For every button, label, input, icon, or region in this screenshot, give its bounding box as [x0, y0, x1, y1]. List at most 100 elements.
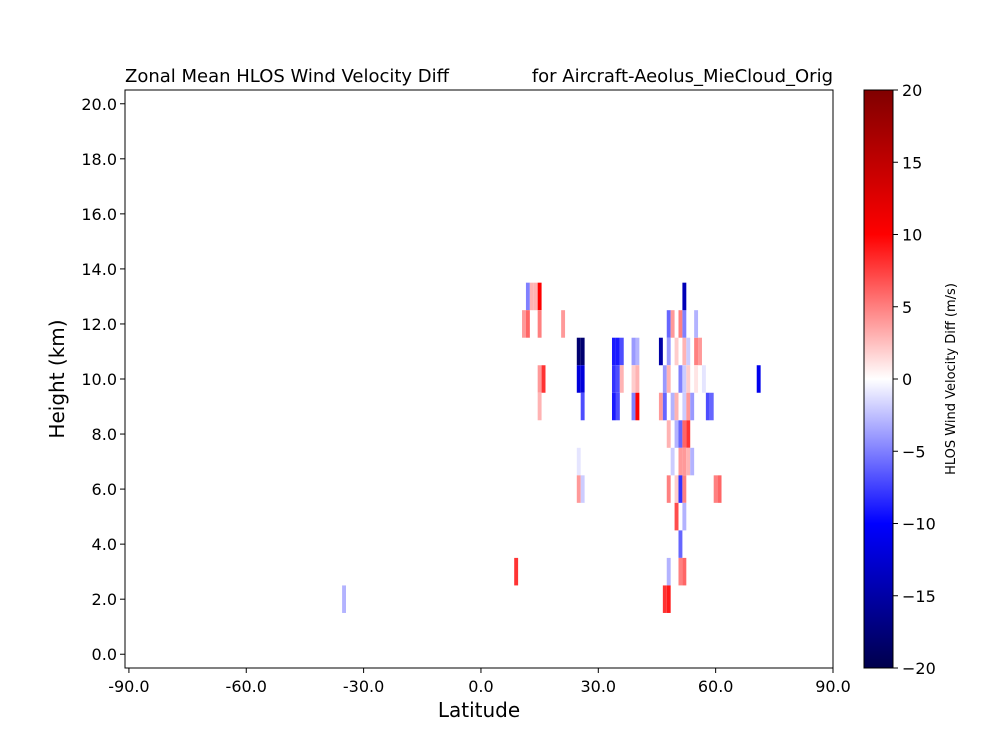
heatmap-cell [686, 365, 691, 393]
heatmap-cell [631, 392, 636, 421]
heatmap-cell [666, 337, 671, 366]
heatmap-cell [611, 392, 616, 421]
y-tick-label: 10.0 [81, 370, 117, 389]
heatmap-cell [529, 282, 534, 311]
y-tick-label: 20.0 [81, 95, 117, 114]
heatmap-cell [635, 365, 640, 393]
heatmap-cell [698, 337, 702, 366]
heatmap-cell [576, 475, 581, 503]
colorbar-tick-label: −5 [902, 442, 926, 461]
y-tick-label: 12.0 [81, 315, 117, 334]
y-axis-label: Height (km) [45, 319, 69, 438]
y-tick-label: 18.0 [81, 150, 117, 169]
heatmap-cell [694, 365, 699, 393]
x-axis-label: Latitude [438, 698, 520, 722]
heatmap-cell [686, 420, 691, 448]
heatmap-cell [682, 282, 687, 311]
heatmap-cell [615, 392, 620, 421]
heatmap-cell [690, 447, 695, 476]
x-tick-label: -30.0 [343, 677, 384, 696]
heatmap-cell [682, 557, 687, 586]
heatmap-cell [682, 502, 687, 531]
heatmap-cell [670, 447, 675, 476]
heatmap-cell [717, 475, 722, 503]
heatmap-cell [576, 337, 581, 366]
y-tick-label: 2.0 [92, 590, 117, 609]
heatmap-cell [682, 310, 687, 338]
heatmap-cell [537, 282, 542, 311]
heatmap-cell [682, 420, 687, 448]
heatmap-cell [561, 310, 566, 338]
colorbar-tick-label: 10 [902, 226, 922, 245]
heatmap-cell [674, 337, 679, 366]
heatmap-cell [662, 392, 667, 421]
heatmap-cell [756, 365, 761, 393]
heatmap-cell [611, 337, 616, 366]
heatmap-cell [682, 365, 687, 393]
heatmap-cell [682, 475, 687, 503]
heatmap-cell [670, 310, 675, 338]
heatmap-cell [580, 365, 585, 393]
heatmap-cell [537, 365, 542, 393]
heatmap-cell [674, 420, 679, 448]
heatmap-cell [662, 585, 667, 613]
heatmap-cell [619, 337, 624, 366]
heatmap-cell [678, 447, 683, 476]
heatmap-cell [674, 502, 679, 531]
heatmap-cell [631, 337, 636, 366]
x-tick-label: -90.0 [108, 677, 149, 696]
heatmap-cell [678, 530, 683, 558]
heatmap-cell [611, 365, 616, 393]
heatmap-cell [678, 420, 683, 448]
heatmap-cell [666, 365, 671, 393]
colorbar-tick-label: −15 [902, 587, 936, 606]
colorbar-tick-label: 15 [902, 153, 922, 172]
heatmap-cell [658, 337, 663, 366]
heatmap-cell [576, 447, 581, 476]
colorbar-tick-label: −10 [902, 515, 936, 534]
colorbar-label: HLOS Wind Velocity Diff (m/s) [944, 283, 959, 475]
x-tick-label: 0.0 [468, 677, 493, 696]
chart-title-right: for Aircraft-Aeolus_MieCloud_Orig [532, 66, 833, 87]
x-tick-label: 90.0 [815, 677, 851, 696]
heatmap-cell [701, 365, 706, 393]
heatmap-cell [666, 557, 671, 586]
heatmap-cell [690, 392, 695, 421]
heatmap-cell [682, 447, 687, 476]
x-tick-label: 60.0 [698, 677, 734, 696]
x-axis: -90.0 -60.0 -30.0 0.0 30.0 60.0 90.0 [108, 668, 851, 696]
x-tick-label: 30.0 [580, 677, 616, 696]
heatmap-cell [678, 310, 683, 338]
heatmap-cell [705, 392, 710, 421]
heatmap-cell [694, 310, 699, 338]
heatmap-cell [541, 365, 546, 393]
heatmap-cell [686, 447, 691, 476]
heatmap-cell [674, 475, 679, 503]
heatmap-cell [694, 337, 699, 366]
heatmap-cell [662, 365, 667, 393]
heatmap-cell [666, 475, 671, 503]
colorbar-ticks: −20 −15 −10 −5 0 5 10 15 20 [893, 81, 936, 678]
heatmap-cell [674, 392, 679, 421]
heatmap-cell [525, 282, 530, 311]
x-tick-label: -60.0 [226, 677, 267, 696]
colorbar-tick-label: 0 [902, 370, 912, 389]
heatmap-cell [670, 392, 675, 421]
heatmap-cell [682, 392, 687, 421]
y-tick-label: 0.0 [92, 645, 117, 664]
heatmap-cell [615, 337, 620, 366]
heatmap-cell [666, 585, 671, 613]
heatmap-cell [580, 475, 585, 503]
colorbar-tick-label: 5 [902, 298, 912, 317]
heatmap-cell [514, 557, 519, 586]
heatmap-cell [686, 392, 691, 421]
heatmap-cell [631, 365, 636, 393]
y-tick-label: 16.0 [81, 205, 117, 224]
plot-area-frame [124, 89, 834, 669]
colorbar-tick-label: −20 [902, 659, 936, 678]
heatmap-cell [576, 365, 581, 393]
heatmap-cell [686, 337, 691, 366]
heatmap-cell [537, 310, 542, 338]
heatmap-cell [666, 420, 671, 448]
